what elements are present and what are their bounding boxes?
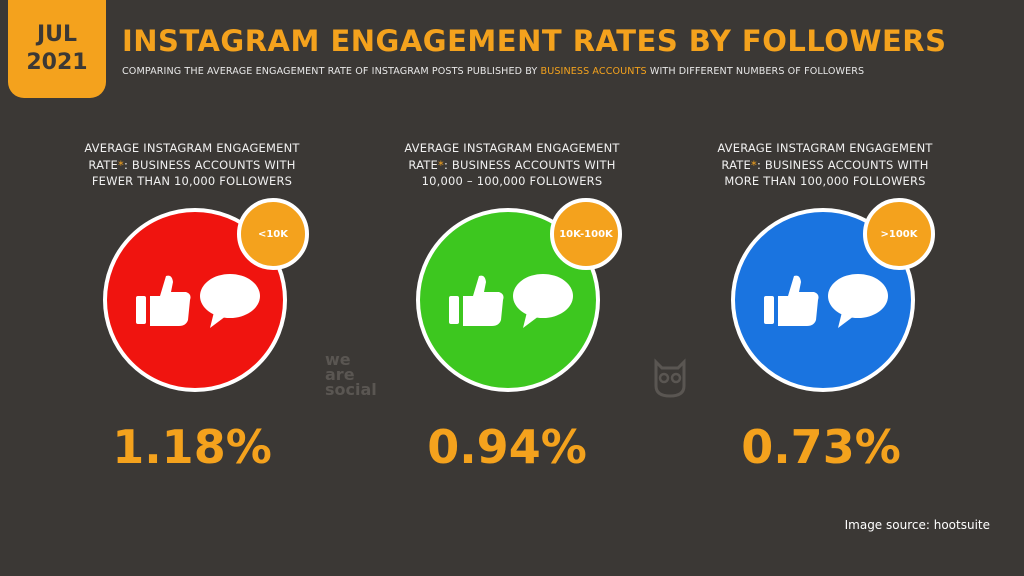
- caption-asterisk: *: [437, 157, 444, 172]
- date-badge: JUL 2021: [8, 0, 106, 98]
- panel-under-10k: AVERAGE INSTAGRAM ENGAGEMENT RATE*: BUSI…: [42, 140, 342, 474]
- panel-10k-100k: AVERAGE INSTAGRAM ENGAGEMENT RATE*: BUSI…: [362, 140, 662, 474]
- we-are-social-logo: we are social: [325, 350, 377, 399]
- thumbs-up-icon: [764, 275, 819, 326]
- caption-line-1: AVERAGE INSTAGRAM ENGAGEMENT: [717, 141, 933, 155]
- follower-tier-badge: 10K-100K: [550, 198, 622, 270]
- panel-over-100k: AVERAGE INSTAGRAM ENGAGEMENT RATE*: BUSI…: [675, 140, 975, 474]
- engagement-value: 0.94%: [427, 420, 587, 474]
- logo-line-3: social: [325, 380, 377, 399]
- hootsuite-owl-icon: [654, 358, 686, 398]
- caption-line-3: 10,000 – 100,000 FOLLOWERS: [421, 174, 603, 188]
- follower-tier-badge: >100K: [863, 198, 935, 270]
- caption-asterisk: *: [750, 157, 757, 172]
- speech-bubble-icon: [200, 274, 260, 328]
- logo-line-1: we: [325, 350, 351, 369]
- page-subtitle: COMPARING THE AVERAGE ENGAGEMENT RATE OF…: [122, 66, 864, 77]
- subtitle-text-pre: COMPARING THE AVERAGE ENGAGEMENT RATE OF…: [122, 66, 541, 77]
- panel-caption: AVERAGE INSTAGRAM ENGAGEMENT RATE*: BUSI…: [362, 140, 662, 194]
- image-source-credit: Image source: hootsuite: [844, 518, 990, 532]
- speech-bubble-icon: [513, 274, 573, 328]
- caption-accounts: : BUSINESS ACCOUNTS WITH: [756, 157, 929, 172]
- caption-rate: RATE: [88, 157, 118, 172]
- date-month: JUL: [36, 22, 78, 47]
- panel-caption: AVERAGE INSTAGRAM ENGAGEMENT RATE*: BUSI…: [675, 140, 975, 194]
- caption-rate: RATE: [408, 157, 438, 172]
- caption-rate: RATE: [721, 157, 751, 172]
- logo-line-2: are: [325, 365, 355, 384]
- engagement-value: 0.73%: [741, 420, 901, 474]
- follower-tier-badge: <10K: [237, 198, 309, 270]
- caption-line-2: RATE*: BUSINESS ACCOUNTS WITH: [362, 157, 662, 174]
- caption-line-3: MORE THAN 100,000 FOLLOWERS: [724, 174, 926, 188]
- page-title: INSTAGRAM ENGAGEMENT RATES BY FOLLOWERS: [122, 24, 947, 58]
- engagement-icons: [136, 274, 260, 328]
- panel-caption: AVERAGE INSTAGRAM ENGAGEMENT RATE*: BUSI…: [42, 140, 342, 194]
- engagement-icons: [449, 274, 573, 328]
- caption-accounts: : BUSINESS ACCOUNTS WITH: [123, 157, 296, 172]
- caption-accounts: : BUSINESS ACCOUNTS WITH: [443, 157, 616, 172]
- caption-line-2: RATE*: BUSINESS ACCOUNTS WITH: [675, 157, 975, 174]
- engagement-value: 1.18%: [112, 420, 272, 474]
- caption-line-1: AVERAGE INSTAGRAM ENGAGEMENT: [84, 141, 300, 155]
- subtitle-text-post: WITH DIFFERENT NUMBERS OF FOLLOWERS: [646, 66, 865, 77]
- caption-line-1: AVERAGE INSTAGRAM ENGAGEMENT: [404, 141, 620, 155]
- caption-asterisk: *: [117, 157, 124, 172]
- date-year: 2021: [26, 50, 88, 75]
- caption-line-3: FEWER THAN 10,000 FOLLOWERS: [91, 174, 293, 188]
- thumbs-up-icon: [449, 275, 504, 326]
- subtitle-highlight: BUSINESS ACCOUNTS: [540, 66, 647, 77]
- thumbs-up-icon: [136, 275, 191, 326]
- caption-line-2: RATE*: BUSINESS ACCOUNTS WITH: [42, 157, 342, 174]
- engagement-icons: [764, 274, 888, 328]
- speech-bubble-icon: [828, 274, 888, 328]
